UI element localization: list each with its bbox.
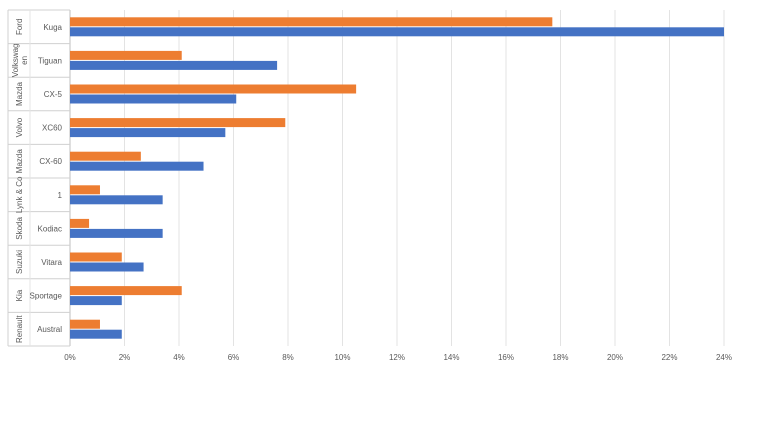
group-label-8: Kia [15, 289, 24, 301]
x-tick-label-6: 12% [389, 353, 405, 362]
bar-CX5-s0 [70, 84, 357, 94]
bar-Austral-s0 [70, 319, 100, 329]
category-label-5: 1 [58, 191, 63, 200]
group-label-0: Ford [15, 19, 24, 35]
group-label-5: Lynk & Co [15, 176, 24, 213]
category-label-2: CX-5 [44, 90, 63, 99]
bar-Sportage-s1 [70, 296, 122, 306]
bar-Kuga-s0 [70, 17, 553, 27]
bar-Austral-s1 [70, 329, 122, 339]
x-tick-label-1: 2% [119, 353, 131, 362]
group-label-2: Mazda [15, 81, 24, 106]
group-label-9: Renault [15, 315, 24, 343]
category-label-4: CX-60 [39, 157, 62, 166]
x-tick-label-7: 14% [443, 353, 459, 362]
bar-CX60-s1 [70, 161, 204, 171]
bar-Kodiac-s0 [70, 218, 90, 228]
group-label-3: Volvo [15, 117, 24, 137]
x-tick-label-10: 20% [607, 353, 623, 362]
bar-Kodiac-s1 [70, 228, 163, 238]
group-label-7: Suzuki [15, 250, 24, 274]
x-tick-label-3: 6% [228, 353, 240, 362]
x-tick-label-9: 18% [552, 353, 568, 362]
category-label-0: Kuga [43, 23, 62, 32]
bar-CX5-s1 [70, 94, 237, 104]
bar-Tiguan-s1 [70, 60, 278, 70]
bar-XC60-s1 [70, 128, 226, 138]
bar-Tiguan-s0 [70, 50, 182, 60]
x-tick-label-11: 22% [661, 353, 677, 362]
category-label-6: Kodiac [38, 224, 62, 233]
bar-1-s0 [70, 185, 100, 195]
category-label-3: XC60 [42, 124, 63, 133]
bar-XC60-s0 [70, 118, 286, 128]
category-label-9: Austral [37, 325, 62, 334]
x-tick-label-5: 10% [334, 353, 350, 362]
x-tick-label-12: 24% [716, 353, 732, 362]
x-tick-label-8: 16% [498, 353, 514, 362]
bar-1-s1 [70, 195, 163, 205]
group-label-4: Mazda [15, 149, 24, 174]
bar-Vitara-s0 [70, 252, 122, 262]
group-label-6: Skoda [15, 217, 24, 240]
group-label-1: Volkswagen [11, 44, 29, 78]
bar-Sportage-s0 [70, 286, 182, 296]
x-tick-label-0: 0% [64, 353, 76, 362]
bar-Kuga-s1 [70, 27, 724, 37]
bar-CX60-s0 [70, 151, 141, 161]
category-label-8: Sportage [30, 292, 63, 301]
category-label-1: Tiguan [38, 56, 62, 65]
category-label-7: Vitara [41, 258, 62, 267]
x-tick-label-2: 4% [173, 353, 185, 362]
x-tick-label-4: 8% [282, 353, 294, 362]
bar-Vitara-s1 [70, 262, 144, 272]
